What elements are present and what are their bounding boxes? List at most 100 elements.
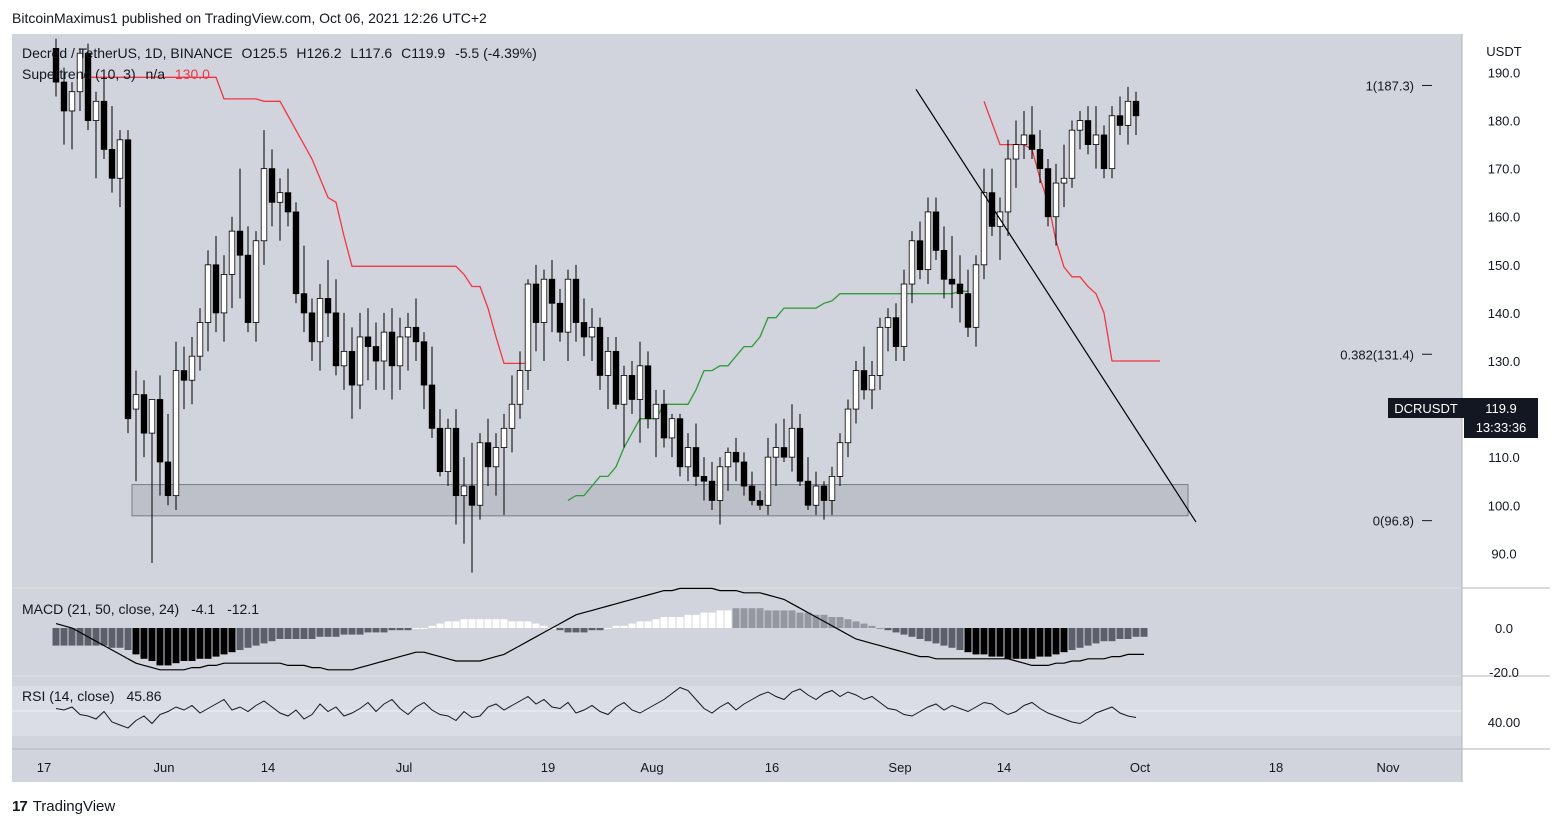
time-axis-bg <box>12 749 1462 782</box>
candle <box>516 351 524 419</box>
candle <box>188 336 196 405</box>
macd-histogram-bar <box>348 628 356 635</box>
candle-body-up <box>604 350 612 376</box>
candle <box>972 255 980 347</box>
candle <box>372 322 380 390</box>
candle <box>508 375 516 453</box>
candle <box>404 312 412 371</box>
macd-histogram-bar <box>220 628 228 655</box>
candle-body-up <box>772 447 780 458</box>
macd-histogram-bar <box>620 625 628 628</box>
macd-histogram-bar <box>676 617 684 628</box>
candle <box>124 130 132 434</box>
candle-body-down <box>412 326 420 343</box>
macd-histogram-bar <box>1100 628 1108 642</box>
candle <box>1004 139 1012 236</box>
candle-body-down <box>948 278 956 285</box>
candle-body-down <box>308 312 316 343</box>
candle <box>884 308 892 352</box>
candle-body-down <box>268 168 276 203</box>
macd-histogram-bar <box>588 628 596 631</box>
legend-l-value: 117.6 <box>358 45 392 61</box>
candle <box>84 43 92 131</box>
candle-body-up <box>652 403 660 420</box>
macd-histogram-bar <box>612 625 620 628</box>
candle <box>1116 96 1124 135</box>
chart-svg[interactable]: 1(187.3)0.382(131.4)0(96.8) 190.0180.017… <box>12 34 1550 782</box>
candle-body-up <box>588 326 596 338</box>
candle <box>460 457 468 544</box>
candle-body-up <box>476 442 484 506</box>
macd-histogram-bar <box>532 623 540 628</box>
candle <box>492 433 500 496</box>
candle <box>1036 130 1044 184</box>
time-label-4: 19 <box>541 760 555 775</box>
macd-histogram-bar <box>988 628 996 657</box>
macd-histogram-bar <box>668 617 676 628</box>
macd-histogram-bar <box>924 628 932 642</box>
candle-body-up <box>204 264 212 323</box>
macd-histogram-bar <box>900 628 908 635</box>
candle <box>116 130 124 208</box>
candle-body-down <box>1044 168 1052 218</box>
candle-body-down <box>364 336 372 347</box>
chart-frame: 1(187.3) 0.382(131.4) 0(96.8) 190.0 180.0 17… <box>12 34 1550 782</box>
candle-body-up <box>260 168 268 242</box>
candle <box>852 360 860 424</box>
macd-histogram-bar <box>1044 628 1052 657</box>
candle <box>676 413 684 477</box>
macd-histogram-bar <box>460 619 468 628</box>
time-label-6: 16 <box>765 760 779 775</box>
candle-body-up <box>668 418 676 439</box>
candle-body-up <box>1124 100 1132 126</box>
macd-histogram-bar <box>780 610 788 628</box>
candle <box>380 312 388 390</box>
candle <box>1132 91 1140 135</box>
candle <box>900 269 908 361</box>
supertrend-up-line-0 <box>567 290 968 501</box>
candle-body-up <box>812 485 820 506</box>
candle-body-down <box>860 370 868 391</box>
macd-histogram-bar <box>700 612 708 628</box>
last-price-tag: DCRUSDT 119.9 13:33:36 <box>1388 398 1538 438</box>
candle <box>476 433 484 520</box>
candle-body-down <box>596 326 604 376</box>
candle <box>444 418 452 487</box>
price-tick-4: 150.0 <box>1488 258 1521 273</box>
candle-body-down <box>52 48 60 83</box>
candle-body-down <box>820 485 828 501</box>
macd-histogram-bar <box>516 621 524 628</box>
macd-histogram-bar <box>1140 628 1148 637</box>
candle-body-down <box>956 283 964 295</box>
candle-body-down <box>1116 115 1124 126</box>
candle-body-up <box>172 370 180 497</box>
last-price-symbol-box <box>1388 398 1464 418</box>
candle-body-up <box>1012 144 1020 160</box>
legend-h-label: H <box>296 45 306 61</box>
macd-histogram-bar <box>540 625 548 628</box>
macd-histogram-bar <box>660 617 668 628</box>
time-label-5: Aug <box>640 760 663 775</box>
macd-histogram-bar <box>636 621 644 628</box>
macd-histogram-bar <box>324 628 332 637</box>
candle-body-down <box>180 370 188 381</box>
candle-body-down <box>436 427 444 472</box>
candle <box>1052 163 1060 246</box>
candle-body-down <box>612 350 620 405</box>
candle-body-up <box>852 370 860 410</box>
supertrend-value: 130.0 <box>175 66 210 82</box>
candle-body-up <box>764 456 772 506</box>
candle <box>580 298 588 357</box>
candle-body-up <box>356 336 364 386</box>
candle-body-down <box>1036 149 1044 170</box>
candle-body-up <box>1092 134 1100 145</box>
macd-histogram-bar <box>564 628 572 633</box>
candle <box>1124 86 1132 145</box>
price-tick-1: 180.0 <box>1488 114 1521 129</box>
currency-label: USDT <box>1486 44 1521 59</box>
candle-body-down <box>748 485 756 501</box>
candle <box>860 346 868 400</box>
time-label-8: 14 <box>997 760 1011 775</box>
macd-histogram-bar <box>1108 628 1116 642</box>
candle <box>716 457 724 525</box>
